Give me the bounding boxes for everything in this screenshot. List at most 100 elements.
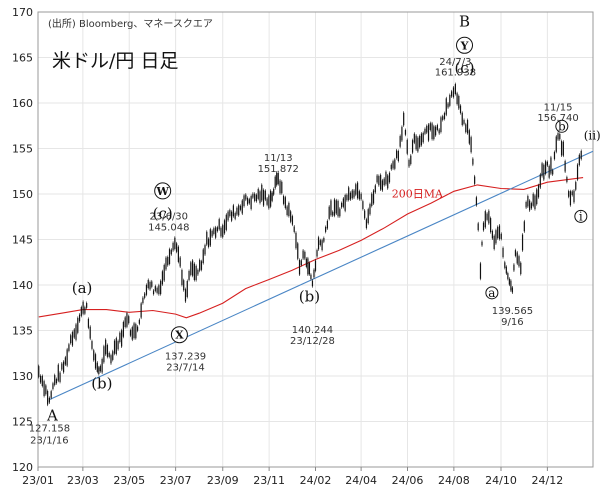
price-bar — [121, 330, 123, 347]
price-bar — [234, 213, 236, 219]
price-bar — [174, 237, 176, 249]
y-tick-label: 135 — [12, 325, 33, 338]
price-bar — [404, 130, 407, 135]
price-bar — [495, 230, 497, 244]
price-bar — [571, 191, 573, 196]
price-bar — [456, 93, 458, 105]
price-bar — [268, 195, 270, 209]
price-bar — [383, 178, 385, 186]
wave-circled-label: a — [488, 286, 495, 300]
price-bar — [314, 260, 317, 271]
price-bar — [238, 205, 240, 216]
price-bar — [468, 130, 470, 144]
price-bar — [390, 164, 392, 170]
price-bar — [305, 258, 307, 267]
wave-circle — [555, 119, 569, 133]
price-bar — [45, 385, 47, 395]
price-bar — [273, 188, 275, 195]
price-bar — [504, 262, 506, 268]
price-bar — [229, 210, 231, 217]
price-bar — [328, 206, 330, 219]
wave-circled-label: b — [558, 119, 566, 133]
wave-circled-label: W — [156, 185, 170, 198]
price-bar — [339, 208, 341, 217]
price-bar — [160, 280, 162, 295]
price-bar — [222, 225, 224, 238]
price-bar — [291, 216, 294, 225]
price-bar — [254, 193, 256, 201]
price-bar — [308, 262, 311, 275]
price-bar — [349, 192, 352, 200]
price-bar — [459, 105, 462, 114]
price-bar — [66, 349, 68, 366]
price-bar — [142, 297, 144, 304]
data-label: 137.239 — [165, 352, 206, 363]
price-bar — [401, 126, 403, 141]
price-bar — [548, 165, 550, 178]
price-bar — [539, 174, 541, 188]
price-bar — [415, 135, 417, 150]
price-bar — [403, 112, 405, 126]
price-bar — [197, 269, 199, 275]
price-bar — [75, 324, 77, 340]
price-bar — [270, 190, 272, 207]
price-bar — [520, 262, 522, 275]
price-bar — [77, 317, 79, 333]
price-bar — [568, 191, 570, 197]
x-tick-label: 23/11 — [253, 474, 285, 487]
price-bar — [447, 103, 449, 108]
price-bar — [298, 259, 301, 275]
price-bar — [110, 355, 112, 364]
price-bar — [94, 354, 97, 369]
price-bar — [177, 246, 179, 262]
price-bar — [300, 260, 302, 266]
price-bar — [206, 231, 208, 245]
data-label: 151.872 — [258, 164, 299, 175]
price-bar — [307, 258, 309, 275]
data-label: 23/7/14 — [166, 363, 205, 374]
price-bar — [508, 278, 510, 285]
price-bar — [288, 202, 290, 217]
price-bar — [438, 129, 440, 134]
y-tick-label: 150 — [12, 188, 33, 201]
wave-label: A — [46, 407, 58, 425]
y-tick-label: 165 — [12, 52, 33, 65]
price-layer — [38, 82, 582, 407]
data-label: 23/12/28 — [290, 336, 335, 347]
price-bar — [135, 324, 137, 339]
price-bar — [342, 198, 344, 207]
price-bar — [259, 191, 261, 203]
price-bar — [411, 140, 414, 153]
price-bar — [61, 363, 63, 370]
price-bar — [466, 119, 469, 134]
data-label: 9/16 — [501, 317, 523, 328]
y-tick-label: 125 — [12, 416, 33, 429]
price-bar — [378, 176, 380, 186]
price-bar — [435, 126, 437, 136]
price-bar — [513, 264, 515, 271]
price-bar — [316, 250, 318, 257]
price-bar — [388, 172, 391, 183]
price-bar — [573, 190, 575, 203]
price-bar — [202, 249, 204, 264]
price-bar — [64, 357, 66, 365]
price-bar — [445, 98, 447, 115]
price-bar — [113, 340, 116, 354]
price-bar — [537, 185, 540, 198]
price-bar — [170, 249, 172, 255]
price-bar — [493, 235, 495, 250]
price-bar — [420, 133, 423, 146]
price-bar — [232, 205, 234, 217]
price-bar — [431, 123, 433, 140]
price-bar — [101, 359, 103, 373]
price-bar — [458, 95, 460, 109]
price-bar — [152, 290, 155, 295]
price-bar — [449, 94, 451, 106]
price-bar — [59, 372, 61, 382]
price-bar — [86, 303, 88, 308]
price-bar — [530, 203, 533, 209]
price-bar — [477, 223, 479, 231]
price-bar — [410, 155, 412, 165]
price-bar — [93, 350, 95, 361]
price-bar — [376, 175, 378, 183]
